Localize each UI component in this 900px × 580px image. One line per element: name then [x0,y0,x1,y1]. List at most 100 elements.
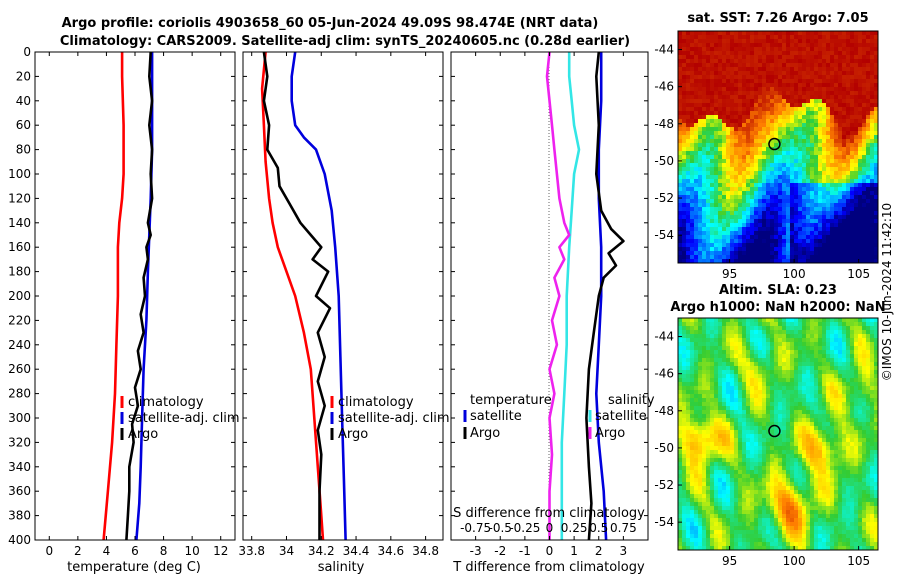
heatmap-cell [682,195,687,200]
heatmap-cell [858,55,863,60]
heatmap-cell [738,438,743,443]
heatmap-cell [858,91,863,96]
heatmap-cell [742,159,747,164]
heatmap-cell [698,366,703,371]
heatmap-cell [822,406,827,411]
heatmap-cell [766,135,771,140]
heatmap-cell [838,338,843,343]
heatmap-cell [774,39,779,44]
heatmap-cell [842,322,847,327]
heatmap-cell [774,366,779,371]
heatmap-cell [690,378,695,383]
heatmap-cell [686,322,691,327]
heatmap-cell [682,414,687,419]
heatmap-cell [862,378,867,383]
heatmap-cell [810,231,815,236]
heatmap-cell [694,163,699,168]
heatmap-cell [790,203,795,208]
heatmap-cell [862,219,867,224]
heatmap-cell [742,87,747,92]
heatmap-cell [770,215,775,220]
heatmap-cell [850,31,855,36]
heatmap-cell [746,346,751,351]
heatmap-cell [846,358,851,363]
heatmap-cell [762,99,767,104]
heatmap-cell [874,59,879,64]
heatmap-cell [750,211,755,216]
heatmap-cell [710,75,715,80]
heatmap-cell [722,63,727,68]
heatmap-cell [874,207,879,212]
heatmap-cell [866,83,871,88]
heatmap-cell [714,31,719,36]
heatmap-cell [806,362,811,367]
heatmap-cell [762,235,767,240]
heatmap-cell [826,406,831,411]
heatmap-cell [738,227,743,232]
heatmap-cell [694,55,699,60]
heatmap-cell [838,67,843,72]
heatmap-cell [746,378,751,383]
heatmap-cell [698,31,703,36]
heatmap-cell [850,147,855,152]
heatmap-cell [706,199,711,204]
heatmap-cell [786,255,791,260]
heatmap-cell [786,131,791,136]
series-t-argo [585,51,625,541]
heatmap-cell [778,231,783,236]
heatmap-cell [870,127,875,132]
heatmap-cell [858,163,863,168]
heatmap-cell [706,251,711,256]
heatmap-cell [698,103,703,108]
heatmap-cell [782,155,787,160]
heatmap-cell [710,207,715,212]
heatmap-cell [770,195,775,200]
heatmap-cell [742,115,747,120]
heatmap-cell [790,147,795,152]
x-tick-label: 0 [546,544,554,558]
heatmap-cell [842,71,847,76]
heatmap-cell [862,354,867,359]
heatmap-cell [758,398,763,403]
heatmap-cell [862,115,867,120]
heatmap-cell [678,235,683,240]
heatmap-cell [782,398,787,403]
heatmap-cell [698,326,703,331]
legend-satellite-label: satellite-adj. clim [338,411,450,426]
heatmap-cell [742,123,747,128]
heatmap-cell [794,151,799,156]
heatmap-cell [850,350,855,355]
heatmap-cell [850,151,855,156]
heatmap-cell [758,338,763,343]
heatmap-cell [742,458,747,463]
heatmap-cell [714,43,719,48]
heatmap-cell [774,330,779,335]
heatmap-cell [718,402,723,407]
heatmap-cell [870,199,875,204]
heatmap-cell [810,342,815,347]
heatmap-cell [738,179,743,184]
heatmap-cell [774,191,779,196]
heatmap-cell [830,358,835,363]
heatmap-cell [678,430,683,435]
heatmap-cell [866,215,871,220]
heatmap-cell [738,35,743,40]
heatmap-cell [794,191,799,196]
heatmap-cell [810,35,815,40]
heatmap-cell [794,143,799,148]
heatmap-cell [714,223,719,228]
heatmap-cell [866,187,871,192]
heatmap-cell [698,410,703,415]
heatmap-cell [726,326,731,331]
heatmap-cell [786,354,791,359]
heatmap-cell [862,35,867,40]
heatmap-cell [678,107,683,112]
heatmap-cell [766,390,771,395]
heatmap-cell [742,386,747,391]
heatmap-cell [730,127,735,132]
heatmap-cell [678,259,683,264]
heatmap-cell [862,211,867,216]
heatmap-cell [766,203,771,208]
heatmap-cell [798,350,803,355]
heatmap-cell [778,219,783,224]
